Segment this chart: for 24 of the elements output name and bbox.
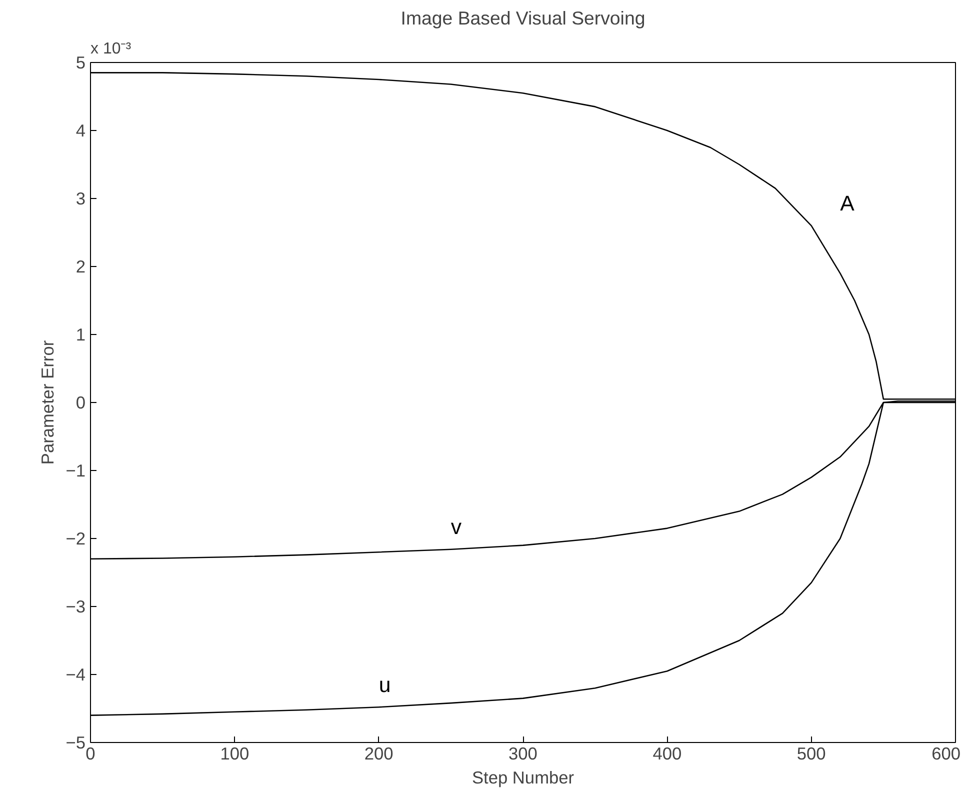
y-tick-label: −5 (66, 732, 86, 752)
text: x 10⁻³ (90, 40, 132, 58)
series-label: v (450, 515, 462, 540)
y-tick-label: 2 (76, 256, 86, 276)
x-tick-label: 200 (364, 744, 394, 764)
series-label: u (378, 672, 391, 697)
y-axis-title: Parameter Error (38, 340, 58, 465)
y-tick-label: 5 (76, 52, 86, 72)
y-tick-label: 1 (76, 324, 86, 344)
x-axis-title: Step Number (472, 768, 574, 788)
y-tick-label: 3 (76, 188, 86, 208)
x-tick-label: 600 (932, 744, 961, 764)
chart-title: Image Based Visual Servoing (400, 8, 646, 28)
x-tick-label: 500 (796, 744, 826, 764)
y-tick-label: −4 (66, 664, 86, 684)
y-tick-label: 0 (76, 392, 86, 412)
x-tick-label: 400 (652, 744, 682, 764)
y-tick-label: −3 (66, 596, 86, 616)
series-label: A (840, 192, 856, 216)
y-tick-label: 4 (76, 120, 86, 140)
y-tick-label: −2 (66, 528, 86, 548)
x-tick-label: 100 (220, 744, 250, 764)
y-tick-label: −1 (66, 460, 86, 480)
x-tick-label: 300 (508, 744, 538, 764)
